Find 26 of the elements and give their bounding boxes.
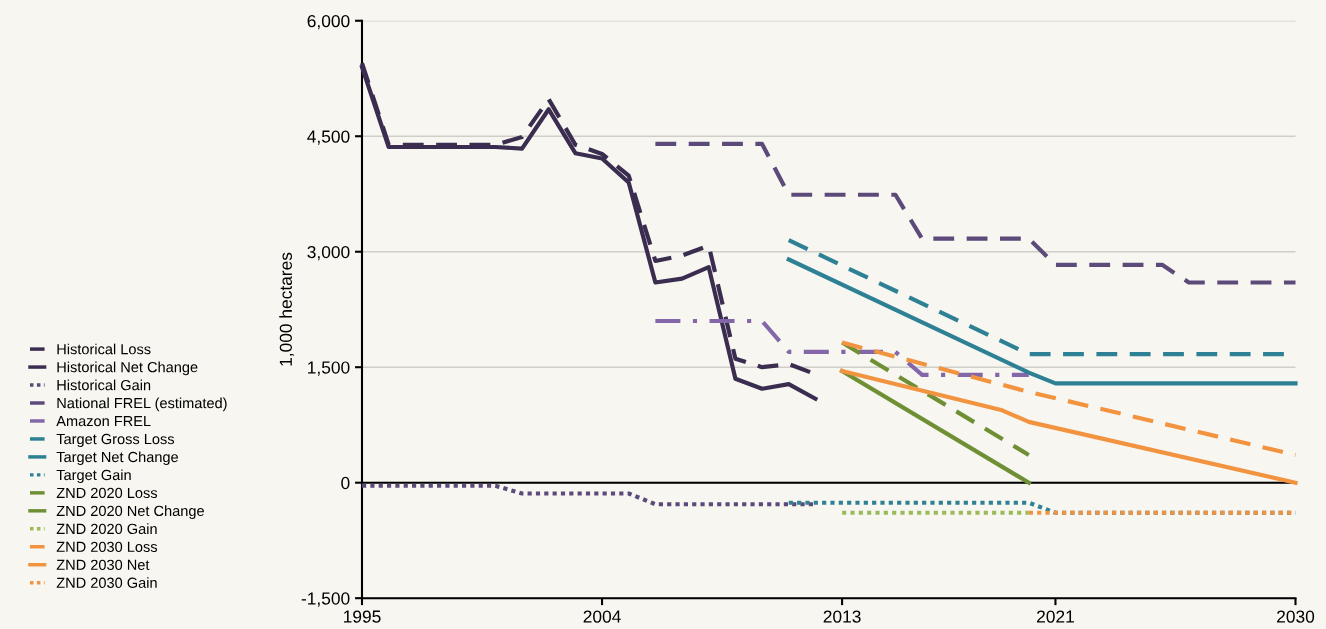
legend-label: Target Net Change <box>56 451 179 466</box>
legend-label: Target Gain <box>56 469 131 484</box>
legend-label: Historical Loss <box>57 343 151 355</box>
y-tick-label: 1,500 <box>308 361 350 376</box>
legend-label: ZND 2020 Gain <box>56 523 157 535</box>
legend-label: ZND 2030 Gain <box>56 577 157 588</box>
legend-label: Historical Net Change <box>57 361 198 376</box>
x-tick-label: 2030 <box>1277 610 1315 623</box>
legend-label: Historical Gain <box>57 379 151 391</box>
legend-label: ZND 2020 Net Change <box>56 505 204 519</box>
y-tick-label: 6,000 <box>307 14 350 30</box>
legend-label: Target Gross Loss <box>56 433 175 448</box>
y-tick-label: 4,500 <box>307 130 350 145</box>
y-axis-title: 1,000 hectares <box>279 252 295 366</box>
x-tick-label: 1995 <box>344 610 381 623</box>
legend-label: National FREL (estimated) <box>57 397 227 412</box>
x-tick-label: 2004 <box>583 610 621 623</box>
y-tick-label: 3,000 <box>307 245 350 261</box>
x-tick-label: 2013 <box>823 610 861 623</box>
legend-label: ZND 2020 Loss <box>56 487 158 499</box>
y-tick-label: 0 <box>341 476 350 490</box>
legend-label: ZND 2030 Net <box>56 559 150 570</box>
legend-label: ZND 2030 Loss <box>56 541 158 553</box>
y-tick-label: -1,500 <box>301 592 350 607</box>
legend-label: Amazon FREL <box>56 416 151 427</box>
x-tick-label: 2021 <box>1037 610 1074 623</box>
